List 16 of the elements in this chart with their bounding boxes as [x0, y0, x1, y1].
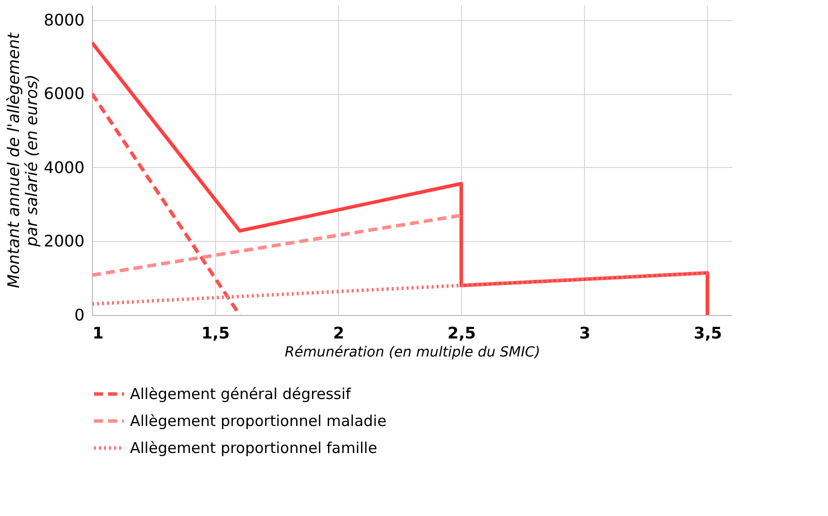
- x-tick-label: 1,5: [201, 324, 230, 342]
- x-tick-label: 2: [333, 324, 344, 342]
- legend-label: Allègement général dégressif: [130, 385, 352, 403]
- x-tick-label: 3,5: [694, 324, 722, 342]
- x-tick-label: 3: [579, 324, 590, 342]
- y-tick-label: 6000: [44, 84, 84, 104]
- y-tick-label: 2000: [44, 232, 84, 251]
- y-axis-title: Montant annuel de l'allègement par salarié (en euros): [4, 32, 41, 288]
- legend-label: Allègement proportionnel famille: [130, 439, 378, 457]
- x-tick-label: 2,5: [448, 324, 476, 342]
- x-tick-label: 1: [92, 324, 104, 342]
- x-axis-title: Rémunération (en multiple du SMIC): [284, 344, 540, 360]
- y-tick-label: 0: [74, 306, 84, 324]
- legend-label: Allègement proportionnel maladie: [130, 412, 386, 430]
- y-tick-label: 8000: [44, 10, 84, 30]
- y-tick-label: 4000: [44, 158, 84, 177]
